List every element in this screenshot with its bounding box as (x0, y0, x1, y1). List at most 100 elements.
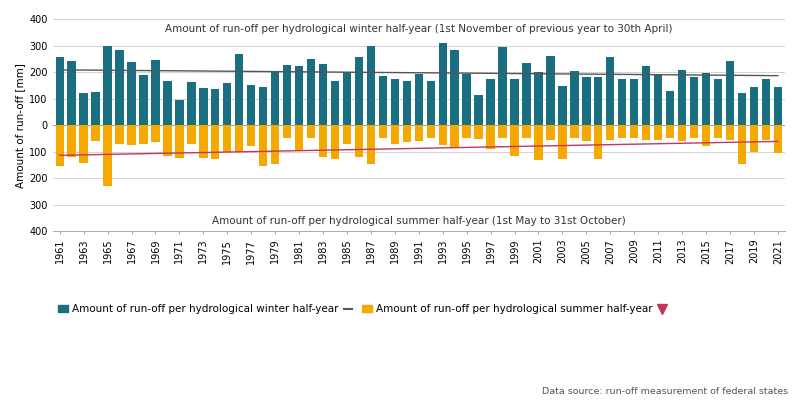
Bar (762, 79, 770, 125)
Bar (594, 77, 602, 125)
Bar (223, 125, 231, 152)
Bar (235, 54, 243, 125)
Text: Data source: run-off measurement of federal states: Data source: run-off measurement of fede… (542, 387, 788, 396)
Bar (79, 93, 88, 125)
Bar (426, 125, 435, 138)
Bar (342, 72, 351, 125)
Bar (606, 125, 614, 140)
Bar (522, 63, 530, 125)
Bar (666, 125, 674, 138)
Bar (390, 125, 399, 144)
Bar (163, 125, 172, 156)
Bar (714, 79, 722, 125)
Bar (570, 71, 578, 125)
Bar (223, 83, 231, 125)
Bar (127, 125, 136, 145)
Bar (163, 81, 172, 125)
Text: Amount of run-off per hydrological winter half-year (1st November of previous ye: Amount of run-off per hydrological winte… (165, 24, 673, 34)
Bar (774, 87, 782, 125)
Bar (678, 70, 686, 125)
Bar (283, 65, 291, 125)
Bar (175, 100, 183, 125)
Bar (570, 125, 578, 138)
Bar (618, 125, 626, 138)
Bar (187, 125, 195, 144)
Bar (247, 125, 255, 146)
Bar (199, 88, 207, 125)
Bar (103, 46, 112, 125)
Bar (247, 85, 255, 125)
Bar (738, 93, 746, 125)
Bar (366, 125, 375, 164)
Bar (690, 76, 698, 125)
Bar (139, 125, 148, 144)
Bar (642, 125, 650, 140)
Bar (354, 125, 363, 157)
Bar (283, 125, 291, 138)
Bar (151, 125, 160, 142)
Bar (654, 74, 662, 125)
Bar (390, 80, 399, 125)
Bar (402, 125, 411, 142)
Bar (774, 125, 782, 153)
Bar (726, 125, 734, 140)
Bar (366, 46, 375, 125)
Bar (558, 125, 566, 159)
Bar (582, 77, 590, 125)
Bar (654, 125, 662, 140)
Bar (462, 125, 471, 138)
Bar (474, 125, 482, 139)
Bar (199, 125, 207, 158)
Bar (534, 72, 542, 125)
Bar (271, 125, 279, 164)
Bar (498, 47, 506, 125)
Bar (115, 50, 124, 125)
Bar (259, 87, 267, 125)
Bar (67, 125, 76, 157)
Bar (79, 125, 88, 163)
Bar (295, 125, 303, 150)
Bar (726, 61, 734, 125)
Bar (690, 125, 698, 138)
Bar (175, 125, 183, 158)
Bar (546, 125, 554, 140)
Bar (139, 75, 148, 125)
Bar (211, 88, 219, 125)
Bar (582, 125, 590, 140)
Bar (319, 125, 327, 157)
Bar (378, 125, 387, 138)
Bar (211, 125, 219, 159)
Bar (438, 125, 447, 145)
Bar (330, 125, 339, 159)
Bar (259, 125, 267, 166)
Bar (271, 72, 279, 125)
Y-axis label: Amount of run-off [mm]: Amount of run-off [mm] (15, 63, 25, 188)
Bar (738, 125, 746, 164)
Bar (115, 125, 124, 144)
Bar (510, 79, 518, 125)
Bar (486, 125, 494, 149)
Bar (666, 91, 674, 125)
Bar (606, 58, 614, 125)
Bar (127, 62, 136, 125)
Bar (702, 125, 710, 146)
Bar (151, 60, 160, 125)
Bar (426, 81, 435, 125)
Bar (486, 79, 494, 125)
Bar (450, 125, 459, 148)
Bar (55, 125, 64, 166)
Bar (630, 125, 638, 138)
Bar (534, 125, 542, 160)
Bar (354, 57, 363, 125)
Bar (618, 80, 626, 125)
Bar (522, 125, 530, 138)
Bar (307, 59, 315, 125)
Bar (91, 125, 100, 141)
Bar (103, 125, 112, 186)
Legend: Amount of run-off per hydrological winter half-year, , Amount of run-off per hyd: Amount of run-off per hydrological winte… (58, 304, 672, 314)
Bar (762, 125, 770, 140)
Bar (510, 125, 518, 156)
Bar (414, 74, 423, 125)
Bar (295, 66, 303, 125)
Bar (474, 95, 482, 125)
